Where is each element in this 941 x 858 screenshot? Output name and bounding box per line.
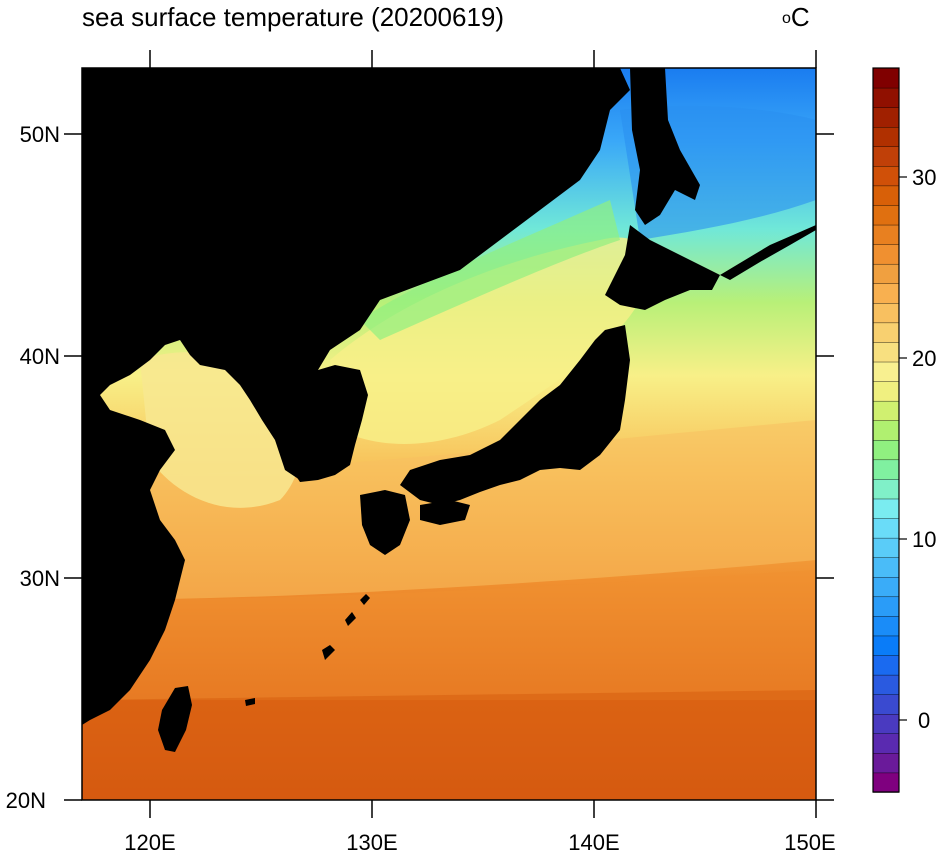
hokkaido [605, 225, 720, 310]
colorbar-segment [872, 126, 900, 147]
map-title: sea surface temperature (20200619) [82, 2, 505, 32]
colorbar-segment [872, 67, 900, 89]
taiwan [158, 686, 192, 752]
colorbar-segment [872, 615, 900, 637]
colorbar-segment [872, 556, 900, 578]
colorbar-segment [872, 596, 900, 617]
colorbar-segment [872, 341, 900, 363]
colorbar-segment [872, 87, 900, 108]
lat-label-20n: 20N [6, 788, 46, 813]
colorbar-segment [872, 165, 900, 187]
colorbar-segment [872, 693, 900, 715]
colorbar-segment [872, 752, 900, 774]
honshu [400, 325, 630, 505]
colorbar-segment [872, 733, 900, 754]
colorbar-segment [872, 224, 900, 245]
mainland-asia [82, 68, 630, 725]
lat-tick-marks [64, 133, 834, 801]
lat-label-40n: 40N [20, 344, 60, 369]
kyushu [360, 490, 410, 555]
lon-tick-marks [149, 50, 817, 818]
colorbar-segment [872, 185, 900, 206]
colorbar-segment [872, 576, 900, 598]
colorbar-label-10: 10 [912, 527, 936, 552]
lon-label-140e: 140E [568, 830, 619, 855]
colorbar-segment [872, 635, 900, 656]
plot-frame [81, 67, 817, 801]
colorbar-segment [872, 263, 900, 284]
sakhalin [630, 68, 700, 225]
colorbar-segment [872, 713, 900, 734]
colorbar-segment [872, 674, 900, 695]
lon-label-130e: 130E [346, 830, 397, 855]
colorbar-label-0: 0 [918, 708, 930, 733]
colorbar [872, 67, 900, 793]
colorbar-segment [872, 243, 900, 265]
map-field [82, 68, 816, 800]
colorbar-segment [872, 322, 900, 343]
colorbar-segment [872, 302, 900, 324]
shikoku [420, 500, 470, 525]
colorbar-frame [872, 67, 900, 793]
colorbar-segment [872, 204, 900, 226]
colorbar-segment [872, 283, 900, 304]
colorbar-label-30: 30 [912, 165, 936, 190]
lon-label-120e: 120E [124, 830, 175, 855]
colorbar-tick-marks [899, 176, 907, 721]
colorbar-segment [872, 517, 900, 539]
colorbar-segment [872, 478, 900, 500]
colorbar-segment [872, 439, 900, 461]
lat-label-50n: 50N [20, 122, 60, 147]
colorbar-segment [872, 400, 900, 421]
colorbar-segment [872, 459, 900, 480]
colorbar-segment [872, 420, 900, 441]
colorbar-segment [872, 361, 900, 382]
lat-label-30n: 30N [20, 566, 60, 591]
colorbar-segment [872, 772, 900, 793]
colorbar-segment [872, 146, 900, 167]
colorbar-segment [872, 380, 900, 402]
colorbar-segment [872, 654, 900, 676]
colorbar-label-20: 20 [912, 346, 936, 371]
lon-label-150e: 150E [784, 830, 835, 855]
colorbar-segment [872, 498, 900, 519]
units-label: oC [782, 2, 810, 32]
colorbar-segment [872, 106, 900, 128]
colorbar-segment [872, 537, 900, 558]
korea [292, 365, 368, 482]
